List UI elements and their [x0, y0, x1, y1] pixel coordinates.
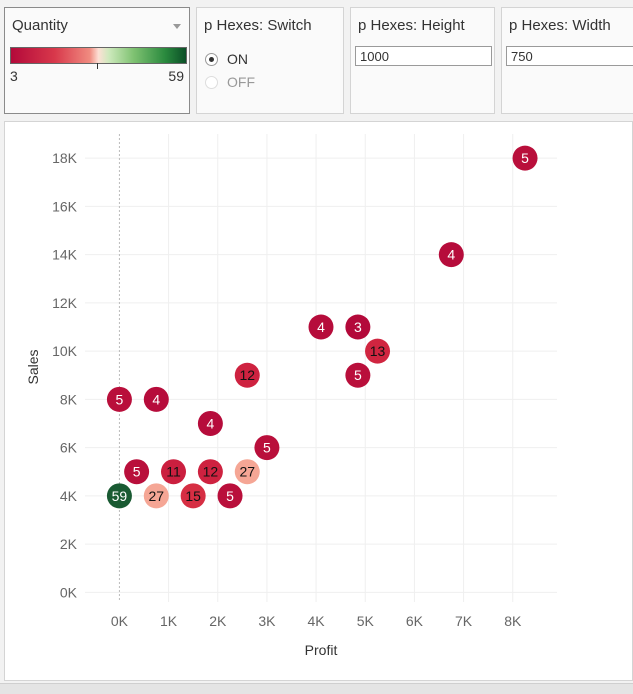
- data-label: 12: [203, 464, 219, 480]
- radio-checked-icon[interactable]: [205, 52, 218, 66]
- data-label: 11: [166, 464, 181, 480]
- y-tick-label: 6K: [60, 440, 78, 456]
- scatter-point: [124, 459, 150, 485]
- data-label: 27: [149, 488, 165, 504]
- data-label: 5: [133, 464, 141, 480]
- scatter-point: [438, 242, 464, 268]
- data-label: 27: [239, 464, 255, 480]
- scatter-point: [143, 386, 169, 412]
- x-tick-label: 7K: [455, 613, 473, 629]
- scatter-point: [308, 314, 334, 340]
- radio-option-on[interactable]: ON: [205, 51, 248, 67]
- scatter-point: [345, 314, 371, 340]
- legend-max-label: 59: [168, 68, 184, 84]
- scatter-point: [197, 410, 223, 436]
- scatter-point: [254, 435, 280, 461]
- radio-off-label: OFF: [227, 74, 255, 90]
- hexes-switch-card: p Hexes: Switch ON OFF: [196, 7, 344, 114]
- y-tick-label: 2K: [60, 536, 78, 552]
- data-label: 4: [152, 391, 160, 407]
- scatter-point: [106, 386, 132, 412]
- quantity-legend-title: Quantity: [12, 17, 68, 34]
- y-tick-label: 0K: [60, 584, 78, 600]
- y-tick-label: 8K: [60, 391, 78, 407]
- scatter-point: [106, 483, 132, 509]
- scatter-point: [234, 459, 260, 485]
- y-tick-label: 10K: [52, 343, 78, 359]
- scatter-point: [161, 459, 186, 485]
- hexes-width-title: p Hexes: Width: [509, 17, 611, 34]
- data-label: 4: [317, 319, 325, 335]
- y-tick-label: 12K: [52, 295, 78, 311]
- radio-unchecked-icon[interactable]: [205, 75, 218, 89]
- data-label: 5: [263, 440, 271, 456]
- x-tick-label: 6K: [406, 613, 424, 629]
- x-tick-label: 0K: [111, 613, 129, 629]
- hexes-height-input[interactable]: [355, 46, 492, 66]
- x-tick-label: 8K: [504, 613, 522, 629]
- scatter-point: [365, 338, 391, 364]
- data-label: 59: [112, 488, 128, 504]
- hexes-height-card: p Hexes: Height: [350, 7, 495, 114]
- scatter-point: [217, 483, 243, 509]
- data-label: 5: [354, 367, 362, 383]
- x-tick-label: 5K: [357, 613, 375, 629]
- quantity-legend-card[interactable]: Quantity 3 59: [4, 7, 190, 114]
- x-tick-label: 2K: [209, 613, 227, 629]
- y-tick-label: 18K: [52, 150, 78, 166]
- scatter-plot: 0K 2K 4K 6K 8K 10K 12K 14K 16K 18K 0K 1K 2K 3K 4K 5K 6K 7…: [25, 134, 557, 658]
- radio-on-label: ON: [227, 51, 248, 67]
- y-tick-label: 14K: [52, 247, 78, 263]
- hexes-width-card: p Hexes: Width: [501, 7, 633, 114]
- scatter-point: [345, 362, 371, 388]
- data-label: 4: [447, 247, 455, 263]
- radio-option-off[interactable]: OFF: [205, 74, 255, 90]
- data-label: 5: [226, 488, 234, 504]
- scatter-chart-panel: 0K 2K 4K 6K 8K 10K 12K 14K 16K 18K 0K 1K 2K 3K 4K 5K 6K 7…: [4, 121, 633, 681]
- hexes-width-input[interactable]: [506, 46, 633, 66]
- data-label: 5: [521, 150, 529, 166]
- y-axis-title: Sales: [25, 349, 41, 384]
- data-label: 13: [370, 343, 386, 359]
- legend-marker: [97, 63, 98, 69]
- dropdown-arrow-icon[interactable]: [173, 24, 181, 29]
- data-label: 12: [239, 367, 255, 383]
- scatter-point: [234, 362, 260, 388]
- y-tick-label: 4K: [60, 488, 78, 504]
- scatter-point: [180, 483, 206, 509]
- scatter-point: [143, 483, 169, 509]
- bottom-scrollbar[interactable]: [0, 683, 633, 694]
- data-label: 5: [116, 391, 124, 407]
- x-tick-label: 4K: [308, 613, 326, 629]
- legend-min-label: 3: [10, 68, 18, 84]
- scatter-point: [512, 145, 538, 171]
- data-label: 4: [206, 415, 214, 431]
- quantity-color-ramp: [10, 47, 187, 64]
- hexes-height-title: p Hexes: Height: [358, 17, 465, 34]
- x-tick-label: 3K: [258, 613, 276, 629]
- y-tick-label: 16K: [52, 198, 78, 214]
- data-label: 3: [354, 319, 362, 335]
- hexes-switch-title: p Hexes: Switch: [204, 17, 312, 34]
- scatter-point: [197, 459, 223, 485]
- data-label: 15: [185, 488, 201, 504]
- x-axis-title: Profit: [305, 642, 338, 658]
- x-tick-label: 1K: [160, 613, 178, 629]
